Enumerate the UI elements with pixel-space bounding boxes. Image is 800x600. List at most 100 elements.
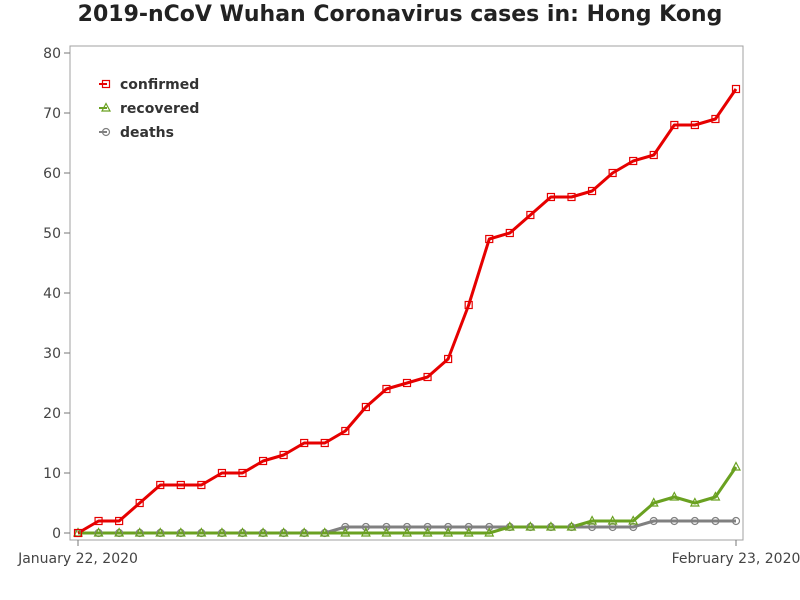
y-tick-label: 10 [43, 466, 61, 482]
recovered-point [504, 521, 515, 531]
confirmed-point [115, 516, 124, 526]
confirmed-point [505, 228, 514, 238]
deaths-point [690, 516, 699, 526]
legend-marker-recovered [101, 102, 111, 112]
confirmed-point [94, 516, 103, 526]
confirmed-point [135, 498, 144, 508]
recovered-point [114, 527, 125, 537]
recovered-point [566, 521, 577, 531]
y-tick-label: 20 [43, 406, 61, 422]
recovered-point [463, 527, 474, 537]
recovered-point [525, 521, 536, 531]
deaths-point [485, 522, 494, 532]
y-tick-label: 0 [52, 526, 61, 542]
deaths-point [731, 516, 741, 526]
series-lines [77, 88, 738, 535]
x-tick-label: January 22, 2020 [17, 551, 138, 567]
recovered-point [134, 527, 145, 537]
recovered-point [443, 527, 454, 537]
recovered-point [648, 497, 659, 507]
confirmed-point [217, 468, 227, 478]
deaths-point [423, 522, 432, 532]
confirmed-line [77, 88, 738, 535]
confirmed-point [649, 150, 658, 160]
legend-marker-deaths [101, 127, 111, 137]
confirmed-point [485, 234, 494, 244]
legend-label-deaths: deaths [120, 125, 174, 141]
deaths-point [711, 516, 720, 526]
confirmed-point [300, 438, 309, 448]
confirmed-point [567, 192, 576, 202]
plot-frame [69, 45, 744, 541]
recovered-point [360, 527, 371, 537]
recovered-point [710, 491, 721, 501]
deaths-point [649, 516, 658, 526]
confirmed-point [382, 384, 391, 394]
y-tick-label: 50 [43, 226, 61, 242]
recovered-point [196, 527, 207, 537]
y-tick-label: 60 [43, 166, 61, 182]
recovered-point [669, 491, 680, 501]
confirmed-point [423, 372, 432, 382]
confirmed-point [444, 354, 453, 364]
y-tick-label: 70 [43, 106, 61, 122]
deaths-point [402, 522, 412, 532]
deaths-point [464, 522, 473, 532]
confirmed-point [279, 450, 288, 460]
recovered-point [237, 527, 248, 537]
confirmed-point [464, 300, 473, 310]
confirmed-point [73, 528, 83, 538]
recovered-point [689, 497, 700, 507]
recovered-point [258, 527, 269, 537]
legend-label-recovered: recovered [120, 101, 199, 117]
series-markers [73, 84, 741, 538]
deaths-point [382, 522, 391, 532]
confirmed-point [587, 186, 597, 196]
y-tick-label: 30 [43, 346, 61, 362]
recovered-point [731, 461, 741, 471]
recovered-point [299, 527, 310, 537]
recovered-point [319, 527, 330, 537]
confirmed-point [402, 378, 412, 388]
confirmed-point [320, 438, 329, 448]
legend: confirmed recovered deaths [99, 77, 199, 141]
confirmed-point [608, 168, 617, 178]
recovered-line [78, 466, 738, 535]
confirmed-point [731, 84, 741, 94]
recovered-point [340, 527, 351, 537]
deaths-point [670, 516, 679, 526]
recovered-point [278, 527, 289, 537]
recovered-point [155, 527, 166, 537]
confirmed-point [341, 426, 350, 436]
confirmed-point [526, 210, 535, 220]
confirmed-point [546, 192, 556, 202]
recovered-point [93, 527, 104, 537]
recovered-point [422, 527, 433, 537]
confirmed-point [690, 120, 699, 130]
legend-marker-confirmed [101, 79, 111, 89]
deaths-point [444, 522, 453, 532]
recovered-point [484, 527, 495, 537]
x-tick-label: February 23, 2020 [672, 551, 800, 567]
deaths-point [341, 522, 350, 532]
confirmed-point [176, 480, 185, 490]
y-tick-label: 40 [43, 286, 61, 302]
confirmed-point [238, 468, 247, 478]
recovered-point [628, 515, 639, 525]
deaths-point [361, 522, 370, 532]
confirmed-point [258, 456, 268, 466]
confirmed-point [197, 480, 206, 490]
confirmed-point [156, 480, 165, 490]
y-tick-label: 80 [43, 46, 61, 62]
deaths-line [78, 519, 736, 535]
recovered-point [216, 527, 227, 537]
recovered-point [402, 527, 412, 537]
recovered-point [607, 515, 618, 525]
recovered-point [587, 515, 598, 525]
confirmed-point [711, 114, 720, 124]
recovered-point [175, 527, 186, 537]
axes: 0 10 20 30 40 50 60 70 80 January 22, 2020 Februar… [17, 45, 800, 567]
recovered-point [381, 527, 392, 537]
recovered-point [545, 521, 556, 531]
confirmed-point [361, 402, 370, 412]
